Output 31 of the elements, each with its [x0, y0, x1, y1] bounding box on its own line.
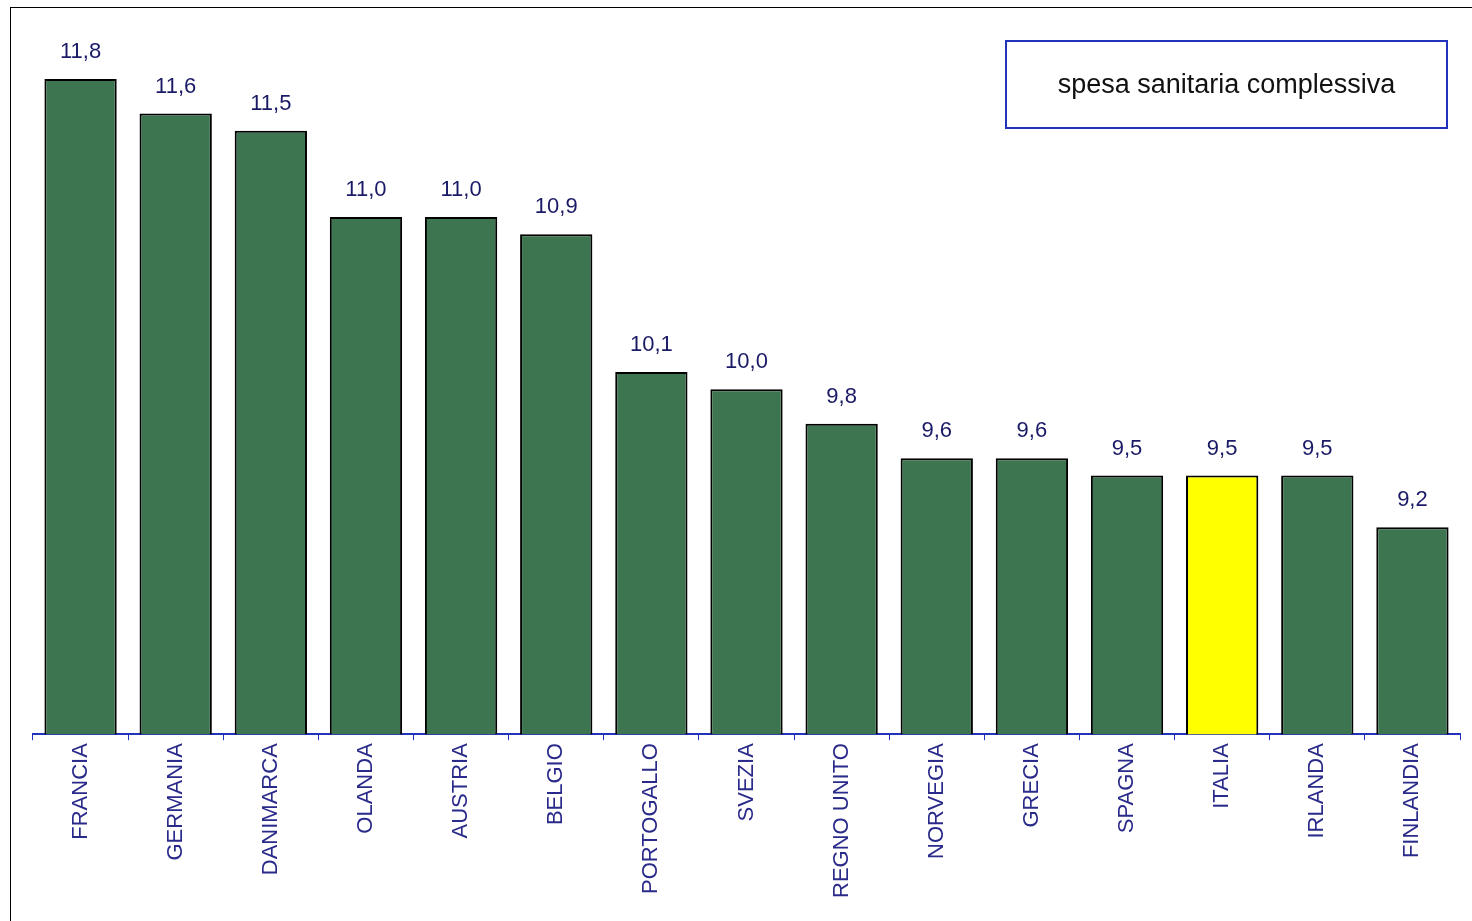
data-label: 9,6 — [921, 417, 953, 443]
data-label: 9,5 — [1302, 434, 1333, 460]
data-label: 11,5 — [250, 89, 292, 115]
data-label: 9,5 — [1111, 434, 1143, 460]
data-label: 10,0 — [725, 348, 768, 374]
x-tick-label: FINLANDIA — [1398, 742, 1424, 859]
x-tick-label: GERMANIA — [161, 742, 187, 861]
data-label: 11,8 — [59, 38, 102, 64]
x-tick-label: NORVEGIA — [922, 742, 948, 859]
x-tick-label: PORTOGALLO — [637, 743, 663, 894]
x-tick-label: FRANCIA — [66, 742, 92, 840]
x-tick-label: SVEZIA — [732, 742, 758, 822]
x-tick-label: DANIMARCA — [256, 742, 282, 876]
x-tick-label: GRECIA — [1017, 742, 1043, 828]
data-label: 11,6 — [155, 72, 197, 98]
x-tick-label: IRLANDA — [1303, 742, 1329, 839]
data-label: 11,0 — [440, 175, 482, 201]
x-tick-label: OLANDA — [352, 742, 378, 834]
data-label: 9,6 — [1016, 417, 1048, 443]
data-label: 10,9 — [534, 193, 578, 219]
data-label: 9,2 — [1397, 486, 1428, 512]
data-label: 9,8 — [826, 382, 857, 408]
data-label: 9,5 — [1206, 434, 1238, 460]
title-box: spesa sanitaria complessiva — [1005, 40, 1448, 129]
x-tick-label: ITALIA — [1208, 742, 1234, 809]
data-label: 10,1 — [629, 331, 673, 357]
x-tick-label: SPAGNA — [1113, 742, 1139, 834]
data-label: 11,0 — [345, 175, 387, 201]
x-tick-label: AUSTRIA — [447, 742, 473, 839]
x-tick-label: REGNO UNITO — [827, 743, 853, 898]
x-tick-label: BELGIO — [542, 743, 568, 826]
